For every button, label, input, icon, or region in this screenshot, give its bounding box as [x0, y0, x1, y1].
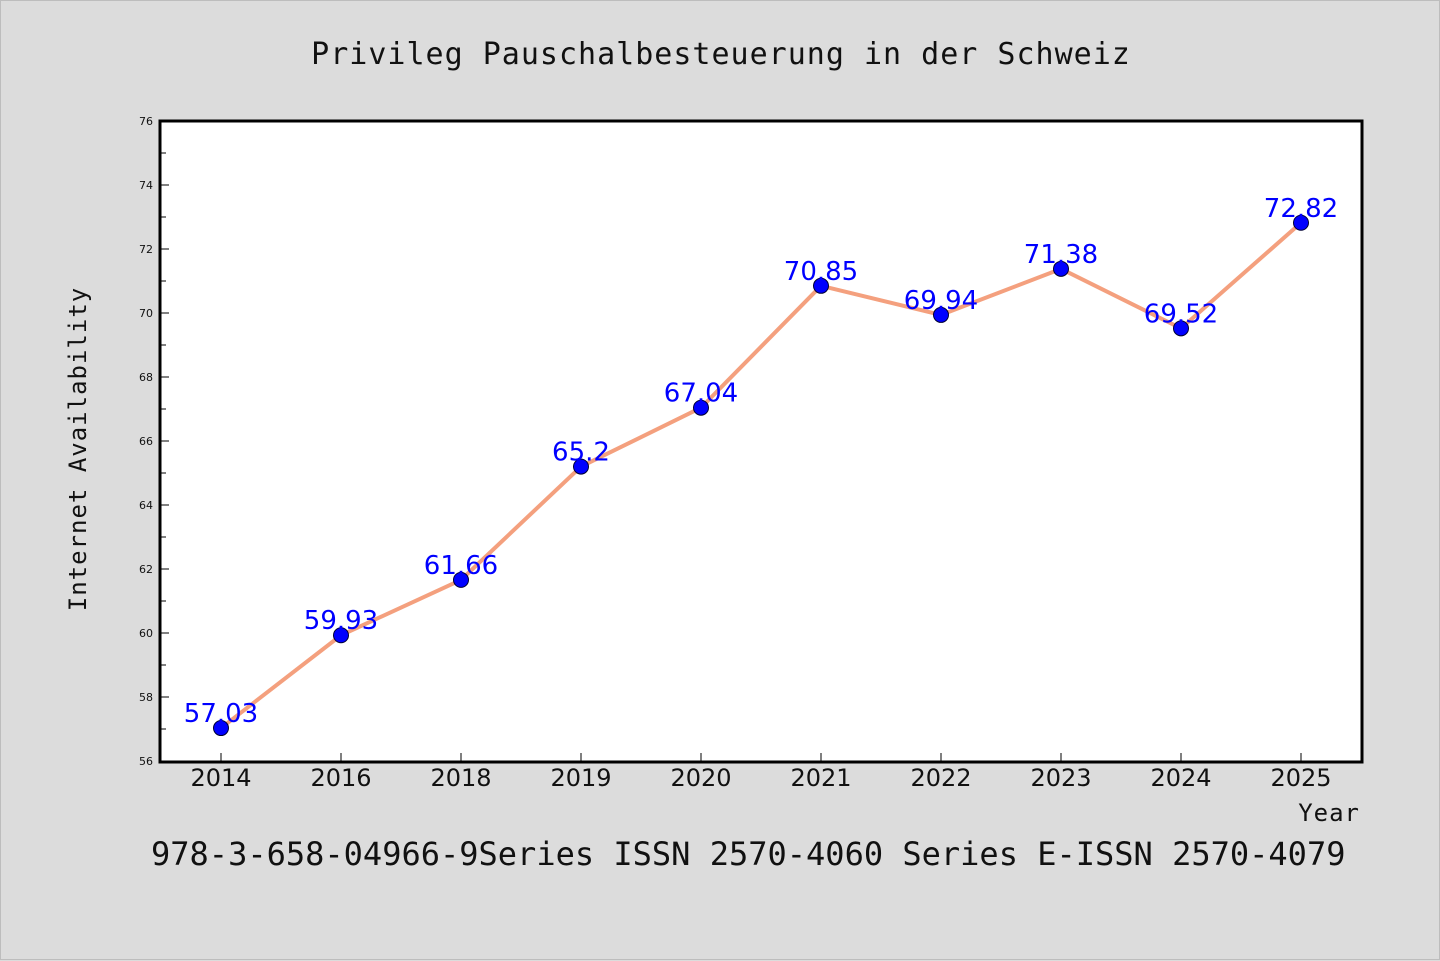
x-axis-title: Year: [1298, 799, 1360, 827]
series-line: [213, 214, 1309, 737]
data-point: [1293, 214, 1309, 231]
data-label: 67.04: [664, 379, 738, 409]
data-point: [933, 306, 949, 323]
y-axis: 56 58 60 62 64 66 68 70 72 74 76: [139, 115, 169, 768]
footer-text: 978-3-658-04966-9Series ISSN 2570-4060 S…: [151, 835, 1345, 873]
data-labels: 57.03 59.93 61.66 65.2 67.04 70.85 69.94 71.38 6…: [184, 194, 1338, 729]
data-point: [1053, 260, 1069, 277]
x-tick-label: 2016: [310, 764, 371, 792]
x-tick-label: 2025: [1270, 764, 1331, 792]
y-tick-label: 76: [139, 115, 153, 128]
data-point: [1173, 320, 1189, 337]
data-label: 71.38: [1024, 240, 1098, 270]
y-tick-label: 68: [139, 371, 153, 384]
series-polyline: [219, 221, 1303, 730]
data-label: 72.82: [1264, 194, 1338, 224]
data-point: [813, 277, 829, 294]
x-axis: 2014 2016 2018 2019 2020 2021 2022 2023 2024 2025: [190, 753, 1332, 792]
x-tick-label: 2018: [430, 764, 491, 792]
y-tick-label: 62: [139, 563, 153, 576]
x-tick-label: 2014: [190, 764, 251, 792]
data-label: 59.93: [304, 606, 378, 636]
y-tick-label: 70: [139, 307, 153, 320]
data-point: [333, 627, 349, 644]
plot-area: [158, 119, 1364, 764]
data-label: 69.94: [904, 286, 978, 316]
y-tick-label: 60: [139, 627, 153, 640]
data-label: 65.2: [552, 438, 610, 468]
y-tick-label: 66: [139, 435, 153, 448]
data-point: [213, 720, 229, 737]
data-point: [693, 399, 709, 416]
x-tick-label: 2022: [910, 764, 971, 792]
chart-title: Privileg Pauschalbesteuerung in der Schw…: [311, 37, 1131, 72]
x-tick-label: 2023: [1030, 764, 1091, 792]
data-label: 57.03: [184, 699, 258, 729]
y-tick-label: 72: [139, 243, 153, 256]
y-tick-label: 56: [139, 755, 153, 768]
y-tick-label: 58: [139, 691, 153, 704]
x-tick-label: 2019: [550, 764, 611, 792]
x-tick-label: 2021: [790, 764, 851, 792]
x-tick-label: 2020: [670, 764, 731, 792]
y-axis-title: Internet Availability: [64, 287, 92, 611]
y-tick-label: 64: [139, 499, 153, 512]
data-label: 70.85: [784, 257, 858, 287]
data-point: [453, 571, 469, 588]
y-tick-label: 74: [139, 179, 153, 192]
x-tick-label: 2024: [1150, 764, 1211, 792]
data-label: 69.52: [1144, 299, 1218, 329]
data-label: 61.66: [424, 551, 498, 581]
data-point: [573, 458, 589, 475]
